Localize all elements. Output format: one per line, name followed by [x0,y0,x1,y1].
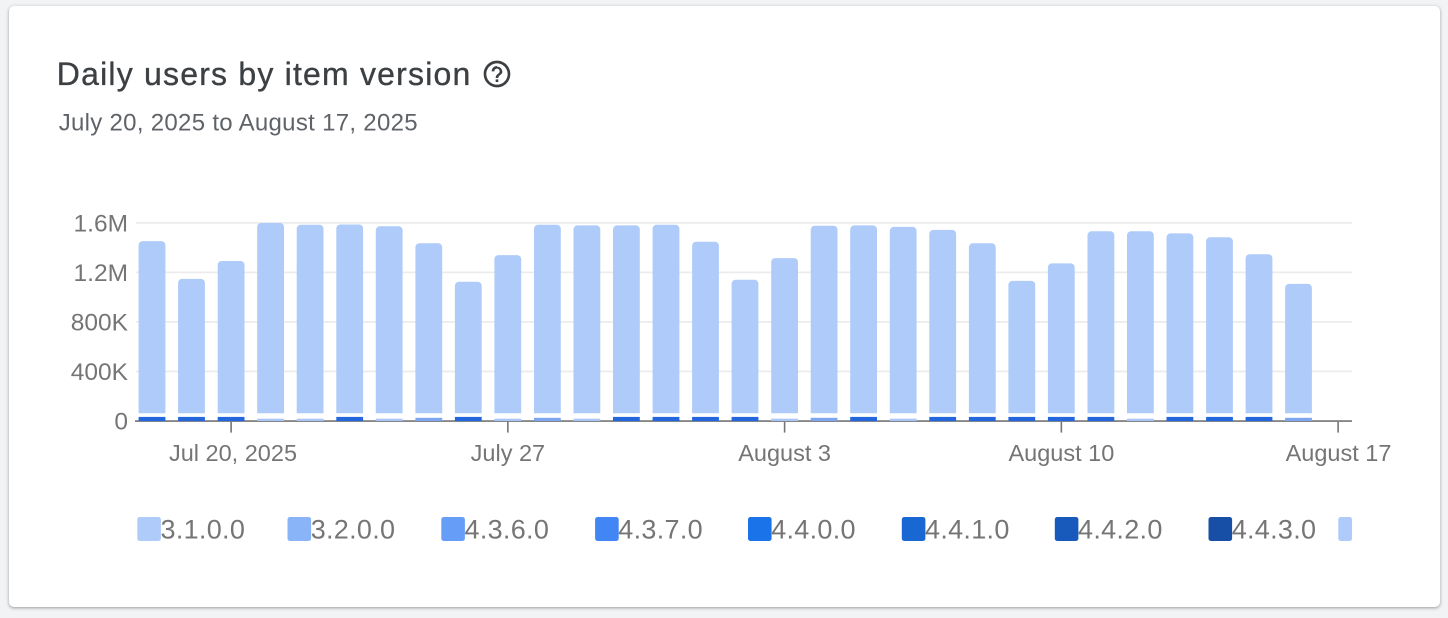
svg-text:Jul 20, 2025: Jul 20, 2025 [169,440,297,466]
svg-text:4.4.0.0: 4.4.0.0 [771,515,856,545]
svg-text:3.2.0.0: 3.2.0.0 [311,515,396,545]
svg-text:August 10: August 10 [1008,440,1114,466]
svg-text:400K: 400K [71,359,129,386]
svg-text:July 27: July 27 [471,440,545,466]
svg-text:1.2M: 1.2M [74,260,128,287]
svg-text:3.1.0.0: 3.1.0.0 [161,515,246,545]
svg-text:4.4.1.0: 4.4.1.0 [925,515,1010,545]
svg-text:4.4.2.0: 4.4.2.0 [1078,515,1163,545]
svg-text:4.3.7.0: 4.3.7.0 [618,515,703,545]
svg-text:4.3.6.0: 4.3.6.0 [465,515,550,545]
svg-text:Daily users by item version: Daily users by item version [57,56,472,92]
svg-text:0: 0 [114,409,128,436]
svg-text:1.6M: 1.6M [74,210,128,237]
svg-text:July 20, 2025 to August 17, 20: July 20, 2025 to August 17, 2025 [59,110,418,137]
svg-text:August 17: August 17 [1286,440,1392,466]
svg-text:800K: 800K [71,309,129,336]
svg-text:August 3: August 3 [738,440,831,466]
svg-text:4.4.3.0: 4.4.3.0 [1232,515,1317,545]
